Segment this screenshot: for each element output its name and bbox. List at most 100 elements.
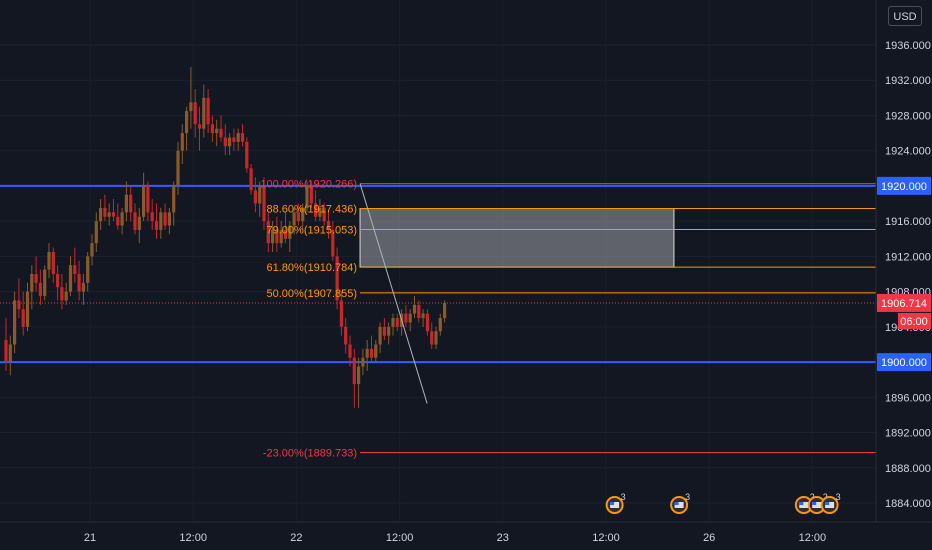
candle[interactable] <box>417 304 421 319</box>
candle[interactable] <box>331 229 335 257</box>
candle[interactable] <box>154 221 159 230</box>
candle[interactable] <box>94 221 98 244</box>
candle[interactable] <box>296 212 300 222</box>
candle[interactable] <box>378 326 382 345</box>
candle[interactable] <box>240 133 245 142</box>
candle[interactable] <box>103 207 107 217</box>
candle[interactable] <box>408 313 412 323</box>
candle[interactable] <box>34 274 38 283</box>
candle[interactable] <box>438 318 442 332</box>
candle[interactable] <box>129 194 133 213</box>
time-axis[interactable]: 21 12:00 22 12:00 23 12:00 26 12:00 <box>0 521 932 544</box>
candle[interactable] <box>133 212 137 230</box>
candle[interactable] <box>172 185 176 213</box>
candle[interactable] <box>60 287 64 301</box>
candle[interactable] <box>245 141 249 169</box>
candle[interactable] <box>176 150 180 186</box>
candle[interactable] <box>249 168 253 191</box>
candle[interactable] <box>348 344 352 358</box>
candle[interactable] <box>202 97 206 129</box>
candle[interactable] <box>318 207 322 217</box>
candle[interactable] <box>4 340 8 363</box>
candle[interactable] <box>142 185 146 217</box>
candle[interactable] <box>43 269 47 297</box>
candle[interactable] <box>266 221 270 244</box>
fibonacci-retracement[interactable]: 100.00%(1920.266) 88.60%(1917.436) 79.00%(… <box>260 179 876 460</box>
trend-line[interactable] <box>359 183 428 404</box>
candle[interactable] <box>38 282 42 297</box>
candle[interactable] <box>99 207 103 222</box>
horizontal-lines-layer[interactable] <box>0 184 876 364</box>
candle[interactable] <box>30 274 34 292</box>
candle[interactable] <box>120 212 124 226</box>
candle[interactable] <box>425 313 429 332</box>
candle[interactable] <box>210 124 214 134</box>
candle[interactable] <box>309 185 313 204</box>
candle[interactable] <box>262 185 266 222</box>
candle[interactable] <box>339 300 343 327</box>
candle[interactable] <box>90 243 94 257</box>
candle[interactable] <box>382 326 386 336</box>
candle[interactable] <box>391 318 395 327</box>
candle[interactable] <box>17 300 21 310</box>
candle[interactable] <box>404 313 408 323</box>
candle[interactable] <box>271 229 275 244</box>
candle[interactable] <box>8 344 12 363</box>
candle[interactable] <box>116 216 120 226</box>
candle[interactable] <box>81 282 85 292</box>
candle[interactable] <box>167 212 171 226</box>
candle[interactable] <box>223 137 227 147</box>
candle[interactable] <box>387 326 391 336</box>
candle[interactable] <box>283 229 288 239</box>
candle[interactable] <box>73 265 77 274</box>
candle[interactable] <box>137 216 141 230</box>
candle[interactable] <box>111 212 116 217</box>
candle[interactable] <box>77 274 81 292</box>
candle[interactable] <box>64 291 68 301</box>
candle[interactable] <box>180 133 184 151</box>
candle[interactable] <box>305 185 309 208</box>
candle[interactable] <box>301 207 305 222</box>
candle[interactable] <box>326 221 331 230</box>
candle[interactable] <box>365 348 369 358</box>
candle[interactable] <box>275 229 279 244</box>
candle[interactable] <box>236 133 240 142</box>
candle[interactable] <box>56 274 60 288</box>
candle[interactable] <box>443 302 447 319</box>
candle[interactable] <box>232 137 236 142</box>
candle[interactable] <box>412 304 417 314</box>
candle[interactable] <box>288 225 292 239</box>
candle[interactable] <box>314 203 318 217</box>
candle[interactable] <box>51 251 55 274</box>
candle[interactable] <box>189 102 193 112</box>
candle[interactable] <box>13 300 17 345</box>
candle[interactable] <box>25 291 30 327</box>
currency-button[interactable]: USD <box>888 6 922 26</box>
candle[interactable] <box>124 194 128 213</box>
candle[interactable] <box>193 102 197 125</box>
candle[interactable] <box>185 111 189 134</box>
candle[interactable] <box>374 344 378 358</box>
candle[interactable] <box>159 212 163 230</box>
candle[interactable] <box>47 251 51 270</box>
candle[interactable] <box>163 212 167 226</box>
candle[interactable] <box>361 357 365 367</box>
candle[interactable] <box>86 256 90 283</box>
candle[interactable] <box>21 309 25 327</box>
candle[interactable] <box>430 331 434 345</box>
candle[interactable] <box>253 190 257 204</box>
candle[interactable] <box>352 357 356 385</box>
candle[interactable] <box>197 124 202 129</box>
candle[interactable] <box>279 229 283 244</box>
candle[interactable] <box>206 97 210 125</box>
candle[interactable] <box>150 212 154 222</box>
candle[interactable] <box>344 326 348 345</box>
trend-line-layer[interactable] <box>359 183 428 404</box>
candle[interactable] <box>335 256 339 301</box>
candle[interactable] <box>434 331 438 345</box>
candle[interactable] <box>219 128 223 138</box>
candle[interactable] <box>215 128 219 134</box>
candle[interactable] <box>107 212 111 217</box>
